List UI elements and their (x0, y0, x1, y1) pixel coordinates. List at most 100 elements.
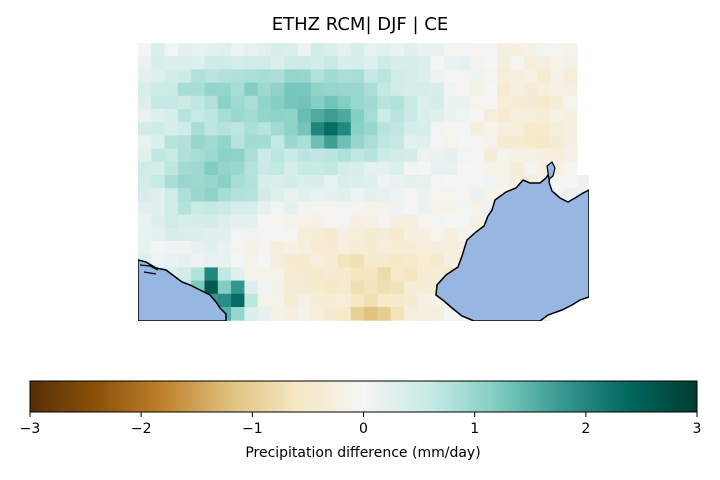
grid-cell (191, 214, 206, 229)
grid-cell (417, 254, 432, 268)
grid-cell (244, 69, 259, 84)
grid-cell (231, 122, 245, 136)
grid-cell (297, 227, 312, 242)
grid-cell (457, 122, 472, 136)
grid-cell (497, 82, 511, 97)
grid-cell (430, 254, 445, 268)
grid-cell (537, 109, 551, 123)
grid-cell (310, 161, 325, 176)
grid-cell (510, 69, 525, 84)
grid-cell (523, 109, 538, 123)
grid-cell (417, 280, 432, 295)
grid-cell (284, 254, 299, 268)
grid-cell (138, 43, 152, 57)
grid-cell (417, 188, 432, 202)
grid-cell (191, 148, 206, 163)
grid-cell (324, 135, 339, 150)
grid-cell (404, 254, 418, 268)
grid-cell (271, 43, 285, 57)
grid-cell (310, 175, 325, 189)
grid-cell (350, 320, 365, 321)
grid-cell (364, 82, 378, 97)
grid-cell (470, 175, 485, 189)
grid-cell (430, 227, 445, 242)
grid-cell (244, 254, 259, 268)
grid-cell (497, 320, 511, 321)
grid-cell (430, 82, 445, 97)
grid-cell (523, 320, 538, 321)
grid-cell (390, 175, 405, 189)
grid-cell (164, 201, 179, 216)
grid-cell (443, 109, 458, 123)
grid-cell (417, 227, 432, 242)
colorbar-tick-label: −2 (131, 421, 152, 437)
grid-cell (310, 307, 325, 321)
grid-cell (457, 161, 472, 176)
grid-cell (297, 280, 312, 295)
grid-cell (204, 241, 219, 255)
grid-cell (417, 267, 432, 282)
grid-cell (244, 320, 259, 321)
grid-cell (271, 293, 285, 308)
grid-cell (390, 188, 405, 202)
grid-cell (151, 254, 166, 268)
grid-cell (297, 56, 312, 70)
grid-cell (377, 69, 392, 84)
grid-cell (244, 214, 259, 229)
grid-cell (497, 175, 511, 189)
grid-cell (297, 69, 312, 84)
grid-cell (550, 109, 565, 123)
grid-cell (217, 254, 232, 268)
grid-cell (550, 122, 565, 136)
grid-cell (483, 109, 498, 123)
grid-cell (297, 161, 312, 176)
grid-cell (310, 254, 325, 268)
grid-cell (204, 148, 219, 163)
grid-cell (470, 122, 485, 136)
grid-cell (497, 122, 511, 136)
grid-cell (151, 69, 166, 84)
grid-cell (390, 227, 405, 242)
grid-cell (550, 56, 565, 70)
grid-cell (404, 56, 418, 70)
grid-cell (217, 122, 232, 136)
grid-cell (297, 95, 312, 110)
grid-cell (310, 95, 325, 110)
grid-cell (191, 82, 206, 97)
grid-cell (337, 307, 352, 321)
grid-cell (390, 122, 405, 136)
grid-cell (310, 214, 325, 229)
grid-cell (164, 43, 179, 57)
grid-cell (271, 56, 285, 70)
grid-cell (377, 280, 392, 295)
grid-cell (138, 214, 152, 229)
grid-cell (284, 135, 299, 150)
grid-cell (457, 43, 472, 57)
grid-cell (364, 254, 378, 268)
grid-cell (337, 214, 352, 229)
grid-cell (377, 161, 392, 176)
grid-cell (271, 201, 285, 216)
grid-cell (284, 43, 299, 57)
grid-cell (217, 148, 232, 163)
grid-cell (297, 241, 312, 255)
grid-cell (430, 188, 445, 202)
grid-cell (191, 69, 206, 84)
grid-cell (377, 227, 392, 242)
grid-cell (364, 201, 378, 216)
grid-cell (457, 82, 472, 97)
grid-cell (217, 161, 232, 176)
grid-cell (523, 95, 538, 110)
grid-cell (177, 82, 192, 97)
grid-cell (191, 320, 206, 321)
grid-cell (177, 109, 192, 123)
grid-cell (350, 161, 365, 176)
grid-cell (470, 188, 485, 202)
grid-cell (231, 43, 245, 57)
grid-cell (217, 293, 232, 308)
grid-cell (271, 161, 285, 176)
grid-cell (177, 122, 192, 136)
grid-cell (377, 148, 392, 163)
grid-cell (430, 56, 445, 70)
grid-cell (231, 135, 245, 150)
